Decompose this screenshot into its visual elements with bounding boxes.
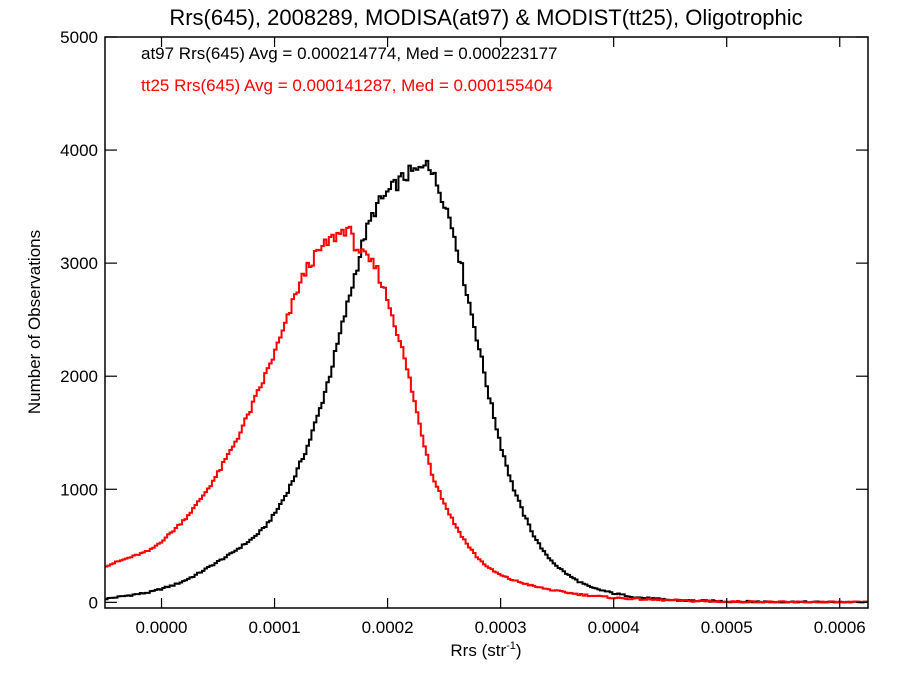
y-axis-label: Number of Observations	[25, 230, 44, 414]
x-tick-label: 0.0002	[362, 618, 414, 637]
chart-title: Rrs(645), 2008289, MODISA(at97) & MODIST…	[169, 5, 802, 30]
x-axis-label-main: Rrs (str	[450, 641, 506, 660]
series-histogram-0	[105, 159, 868, 604]
y-axis: 0 1000 2000 3000 4000 5000	[60, 28, 868, 612]
series-layer	[105, 159, 868, 604]
y-tick-label: 2000	[60, 367, 98, 386]
y-tick-label: 5000	[60, 28, 98, 47]
y-tick-label: 1000	[60, 480, 98, 499]
x-axis-label: Rrs (str-1)	[450, 640, 521, 660]
y-tick-label: 0	[89, 593, 98, 612]
x-axis: 0.0000 0.0001 0.0002 0.0003 0.0004 0.0005 0.00…	[136, 37, 866, 637]
x-axis-label-superscript: -1	[506, 640, 516, 652]
x-tick-label: 0.0000	[136, 618, 188, 637]
x-axis-label-close: )	[516, 641, 522, 660]
x-tick-label: 0.0005	[701, 618, 753, 637]
x-tick-label: 0.0004	[588, 618, 640, 637]
y-tick-label: 3000	[60, 254, 98, 273]
x-tick-label: 0.0003	[475, 618, 527, 637]
y-tick-label: 4000	[60, 141, 98, 160]
x-tick-label: 0.0001	[249, 618, 301, 637]
plot-frame	[104, 36, 869, 609]
x-tick-label: 0.0006	[814, 618, 866, 637]
series-histogram-1	[105, 225, 868, 604]
annotation-at97: at97 Rrs(645) Avg = 0.000214774, Med = 0…	[141, 44, 558, 63]
annotation-tt25: tt25 Rrs(645) Avg = 0.000141287, Med = 0…	[141, 76, 553, 95]
